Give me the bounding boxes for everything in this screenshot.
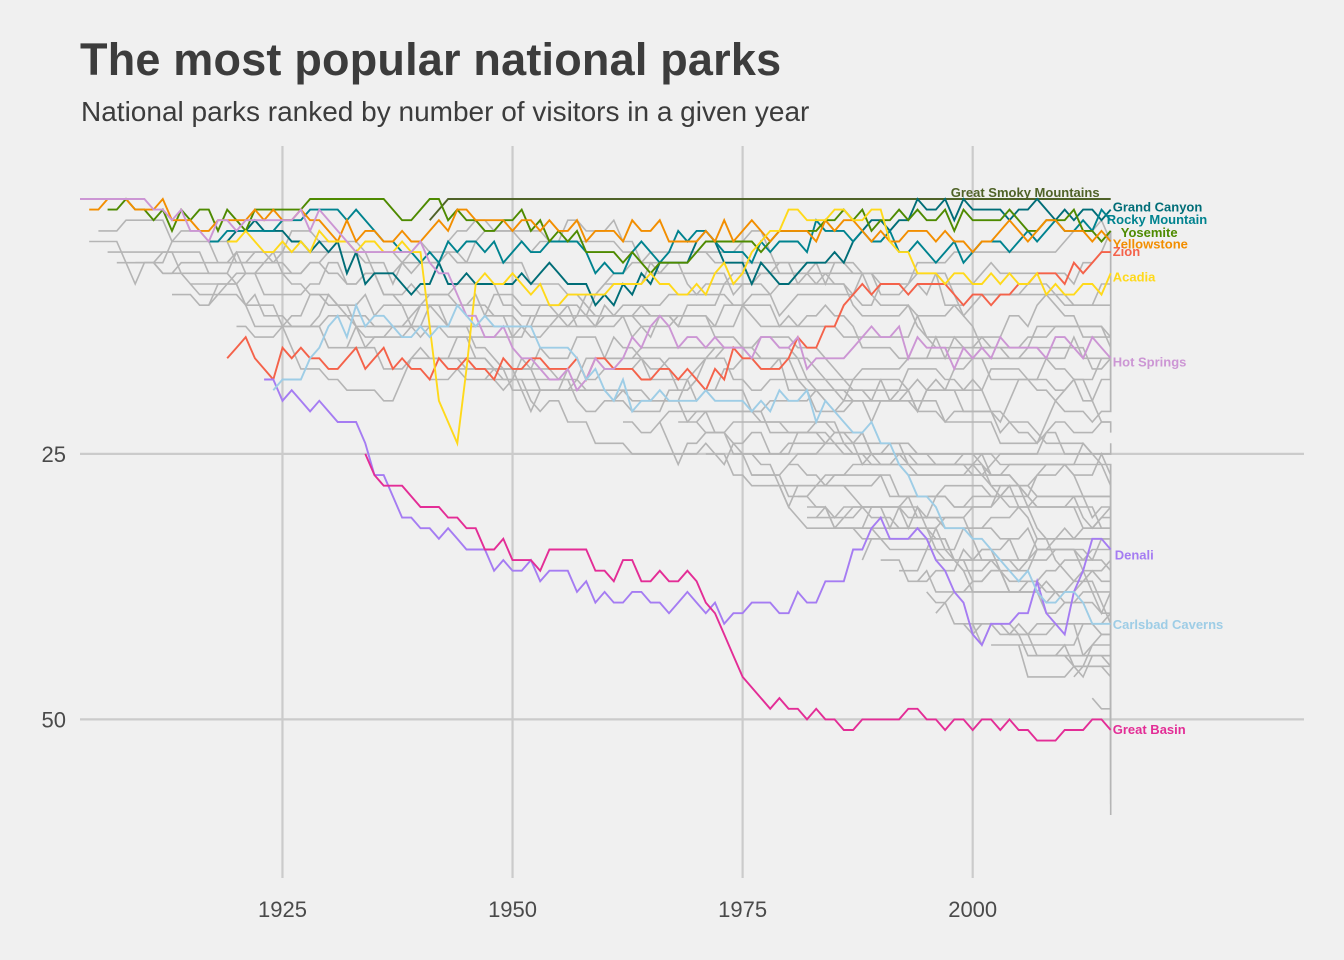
background-series-line <box>807 484 1112 592</box>
background-series-line <box>899 538 1112 656</box>
series-label-rocky-mountain: Rocky Mountain <box>1107 212 1207 227</box>
series-label-zion: Zion <box>1113 244 1140 259</box>
series-line-acadia <box>227 208 1112 447</box>
background-series-line <box>815 495 1112 603</box>
x-tick-label: 1925 <box>258 897 307 922</box>
background-series-line <box>1055 654 1112 773</box>
series-line-carlsbad-caverns <box>272 302 1111 625</box>
axis-ticks-group: 1925 1950 1975 2000 25 50 <box>42 442 998 922</box>
highlight-series-group <box>80 197 1112 742</box>
background-series-line <box>935 590 1112 688</box>
series-label-yellowstone: Yellowstone <box>1113 236 1188 251</box>
background-series-line <box>484 335 1111 455</box>
series-line-zion <box>226 251 1111 392</box>
series-line-great-smoky-mountains <box>428 198 1111 221</box>
background-series-line <box>1027 654 1112 762</box>
background-series-line <box>89 219 1112 318</box>
background-series-line <box>107 218 1112 338</box>
series-label-great-basin: Great Basin <box>1113 722 1186 737</box>
background-series-line <box>172 230 1112 359</box>
background-series-line <box>558 357 1112 487</box>
series-label-denali: Denali <box>1115 547 1154 562</box>
chart-title: The most popular national parks <box>80 34 782 85</box>
y-tick-label: 25 <box>42 442 66 467</box>
background-series-line <box>788 463 1112 561</box>
background-series-line <box>991 623 1112 720</box>
background-series-line <box>1017 644 1112 752</box>
x-tick-label: 1950 <box>488 897 537 922</box>
x-tick-label: 1975 <box>718 897 767 922</box>
background-series-line <box>429 356 1112 477</box>
series-line-denali <box>264 378 1112 647</box>
background-series-line <box>861 538 1112 635</box>
background-series-line <box>281 283 1112 401</box>
background-series-line <box>1073 665 1112 794</box>
series-label-carlsbad-caverns: Carlsbad Caverns <box>1113 617 1224 632</box>
series-line-yosemite <box>107 197 1112 275</box>
x-tick-label: 2000 <box>948 897 997 922</box>
series-line-hot-springs <box>80 198 1112 392</box>
background-series-group <box>89 218 1112 815</box>
series-label-great-smoky-mountains: Great Smoky Mountains <box>951 185 1100 200</box>
background-series-line <box>751 474 1112 573</box>
background-series-line <box>1091 697 1112 805</box>
series-line-yellowstone <box>89 197 1112 254</box>
chart-subtitle: National parks ranked by number of visit… <box>81 96 810 127</box>
series-label-acadia: Acadia <box>1113 269 1156 284</box>
series-label-yosemite: Yosemite <box>1121 225 1178 240</box>
series-label-hot-springs: Hot Springs <box>1113 354 1187 369</box>
background-series-line <box>705 453 1112 572</box>
series-label-grand-canyon: Grand Canyon <box>1113 200 1203 215</box>
series-line-great-basin <box>364 453 1112 742</box>
y-tick-label: 50 <box>42 707 66 732</box>
